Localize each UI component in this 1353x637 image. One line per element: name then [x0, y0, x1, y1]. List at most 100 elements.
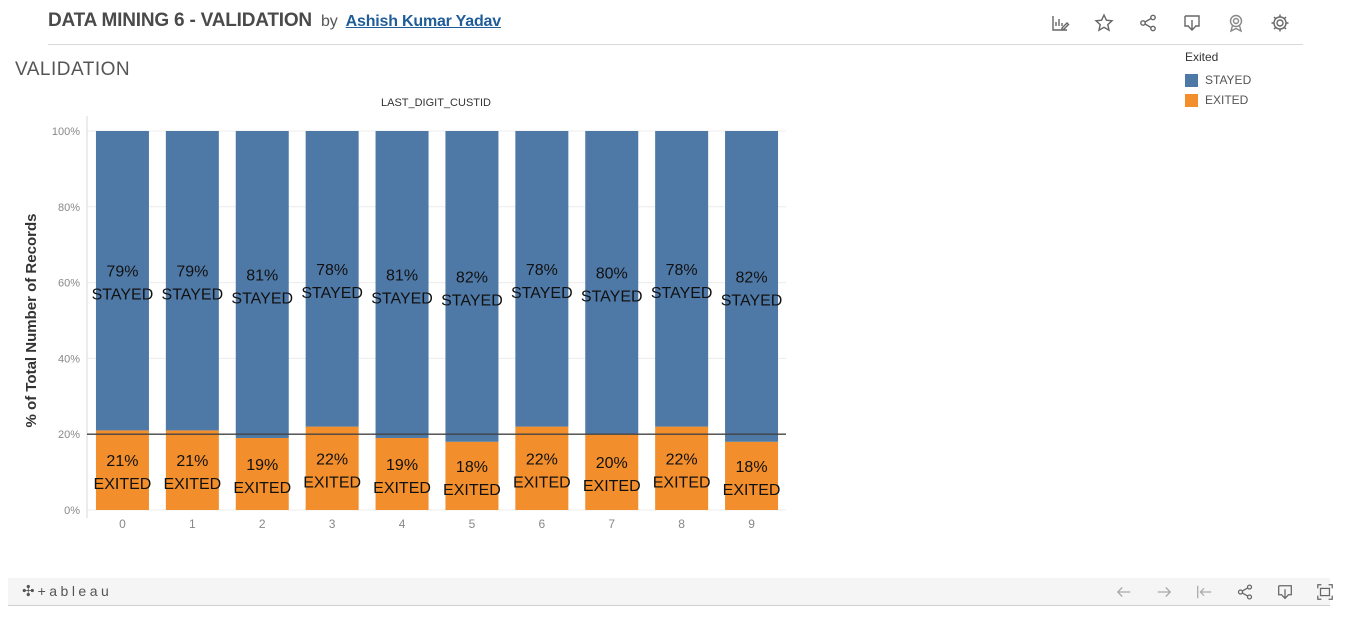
revert-icon[interactable]: [1193, 581, 1215, 603]
bar-stayed-3: [305, 131, 359, 427]
data-label-pct: 79%: [176, 264, 208, 281]
data-label-pct: 81%: [386, 267, 418, 284]
edit-sheet-icon[interactable]: [1049, 12, 1071, 34]
data-label-pct: 21%: [106, 453, 138, 470]
by-text: by: [321, 13, 338, 30]
data-label-status: STAYED: [651, 285, 713, 302]
data-label-status: STAYED: [721, 292, 783, 309]
x-tick-label: 0: [119, 517, 126, 531]
data-label-status: STAYED: [371, 290, 433, 307]
bar-exited-0: [95, 430, 149, 510]
download-icon[interactable]: [1181, 12, 1203, 34]
y-tick-label: 80%: [58, 202, 80, 214]
bar-exited-6: [515, 426, 569, 510]
bar-stayed-0: [95, 131, 149, 431]
data-label-status: EXITED: [583, 478, 641, 495]
data-label-status: STAYED: [301, 285, 363, 302]
redo-arrow-icon[interactable]: [1153, 581, 1175, 603]
y-tick-label: 100%: [52, 126, 80, 138]
share-icon[interactable]: [1137, 12, 1159, 34]
legend: Exited STAYED EXITED: [1185, 50, 1251, 110]
bar-stayed-7: [585, 131, 639, 435]
tableau-mark-icon: ✣: [22, 583, 35, 600]
bar-exited-1: [165, 430, 219, 510]
bar-exited-3: [305, 426, 359, 510]
legend-swatch-stayed: [1185, 73, 1198, 87]
author-link[interactable]: Ashish Kumar Yadav: [345, 13, 501, 30]
y-tick-label: 60%: [58, 278, 80, 290]
bar-exited-2: [235, 437, 289, 510]
data-label-pct: 19%: [386, 457, 418, 474]
x-tick-label: 7: [608, 517, 615, 531]
data-label-pct: 22%: [316, 451, 348, 468]
bar-exited-5: [445, 441, 499, 510]
x-tick-label: 4: [399, 517, 406, 531]
data-label-status: STAYED: [581, 289, 643, 306]
badge-icon[interactable]: [1225, 12, 1247, 34]
bar-exited-9: [725, 441, 779, 510]
stacked-bar-chart: LAST_DIGIT_CUSTID 0% 20% 40% 60% 80% 100% % of …: [23, 97, 786, 531]
data-label-status: EXITED: [94, 476, 152, 493]
bar-stayed-1: [165, 131, 219, 431]
bar-exited-4: [375, 437, 429, 510]
legend-title: Exited: [1185, 50, 1219, 64]
data-label-status: EXITED: [233, 480, 291, 497]
data-label-status: STAYED: [441, 292, 503, 309]
data-label-pct: 78%: [526, 262, 558, 279]
chart-title: LAST_DIGIT_CUSTID: [381, 97, 491, 109]
data-label-pct: 20%: [596, 455, 628, 472]
tableau-logo[interactable]: ✣ +ableau: [22, 582, 112, 600]
title-text: DATA MINING 6 - VALIDATION: [48, 10, 312, 31]
data-label-status: EXITED: [513, 474, 571, 491]
tableau-brand-text: +ableau: [37, 583, 113, 599]
legend-item-exited[interactable]: EXITED: [1185, 90, 1251, 110]
data-label-status: STAYED: [231, 290, 293, 307]
x-tick-label: 1: [189, 517, 196, 531]
data-label-pct: 80%: [596, 266, 628, 283]
data-label-status: EXITED: [303, 474, 361, 491]
data-label-pct: 78%: [316, 262, 348, 279]
share-icon[interactable]: [1234, 581, 1256, 603]
data-label-pct: 21%: [176, 453, 208, 470]
bar-stayed-6: [515, 131, 569, 427]
settings-gear-icon[interactable]: [1269, 12, 1291, 34]
fullscreen-icon[interactable]: [1314, 581, 1336, 603]
y-axis-label: % of Total Number of Records: [23, 214, 40, 428]
data-label-status: STAYED: [511, 285, 573, 302]
x-tick-label: 3: [329, 517, 336, 531]
legend-label-exited: EXITED: [1205, 93, 1249, 107]
data-label-pct: 82%: [736, 269, 768, 286]
data-label-pct: 81%: [246, 267, 278, 284]
data-label-status: EXITED: [653, 474, 711, 491]
workbook-title: DATA MINING 6 - VALIDATION by Ashish Kum…: [48, 10, 501, 32]
y-tick-label: 40%: [58, 353, 80, 365]
chart-area: LAST_DIGIT_CUSTID 0% 20% 40% 60% 80% 100% % of …: [0, 88, 800, 548]
y-tick-label: 20%: [58, 429, 80, 441]
favorite-star-icon[interactable]: [1093, 12, 1115, 34]
x-tick-label: 5: [469, 517, 476, 531]
data-label-status: EXITED: [163, 476, 221, 493]
data-label-status: EXITED: [443, 482, 501, 499]
header: DATA MINING 6 - VALIDATION by Ashish Kum…: [48, 8, 1303, 45]
legend-swatch-exited: [1185, 93, 1198, 107]
legend-item-stayed[interactable]: STAYED: [1185, 70, 1251, 90]
bar-exited-7: [585, 434, 639, 510]
legend-label-stayed: STAYED: [1205, 73, 1252, 87]
undo-arrow-icon[interactable]: [1113, 581, 1135, 603]
bar-exited-8: [655, 426, 709, 510]
bar-stayed-8: [655, 131, 709, 427]
data-label-pct: 22%: [666, 451, 698, 468]
data-label-status: EXITED: [373, 480, 431, 497]
x-tick-label: 8: [678, 517, 685, 531]
data-label-pct: 19%: [246, 457, 278, 474]
bar-stayed-4: [375, 131, 429, 438]
data-label-pct: 79%: [106, 264, 138, 281]
sheet-title: VALIDATION: [15, 59, 131, 80]
data-label-status: EXITED: [723, 482, 781, 499]
footer-toolbar: ✣ +ableau: [8, 578, 1333, 606]
data-label-pct: 18%: [736, 459, 768, 476]
data-label-pct: 22%: [526, 451, 558, 468]
download-icon[interactable]: [1274, 581, 1296, 603]
data-label-pct: 78%: [666, 262, 698, 279]
data-label-status: STAYED: [92, 287, 154, 304]
